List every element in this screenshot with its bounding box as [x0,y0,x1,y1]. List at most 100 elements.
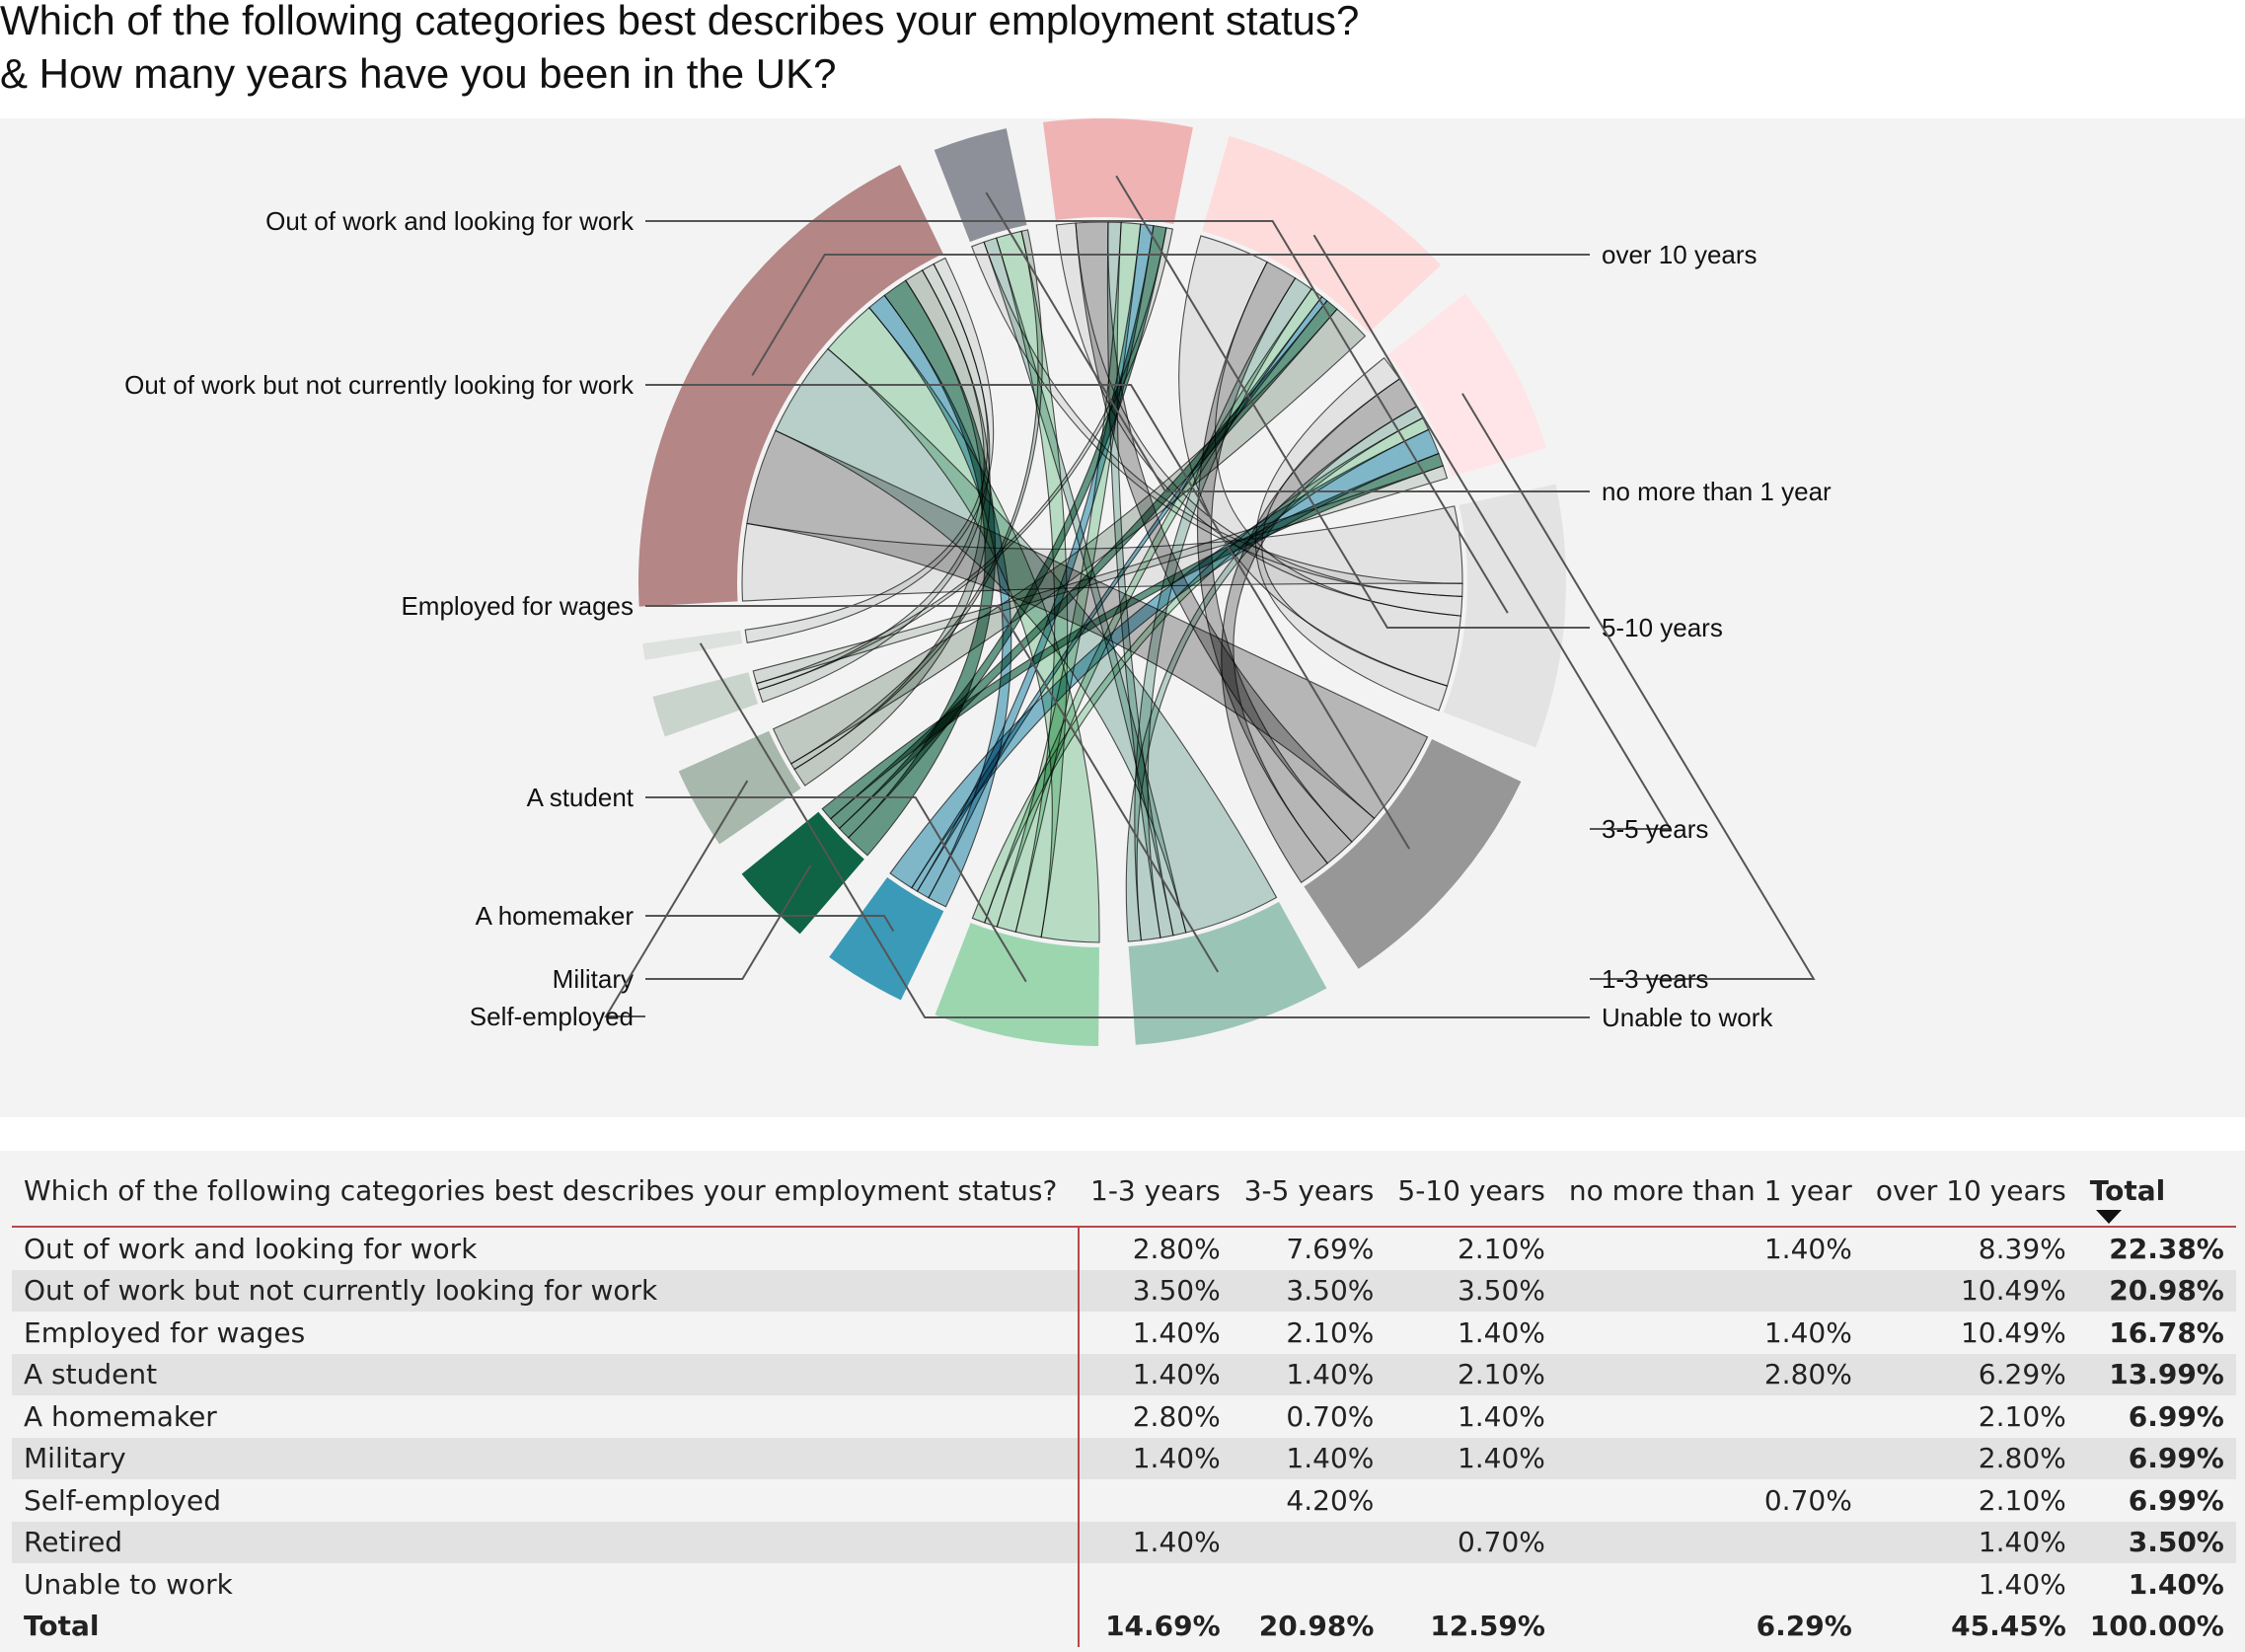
table-cell: 6.29% [1863,1353,2078,1395]
table-row: Military 1.40% 1.40% 1.40% 2.80% 6.99% [12,1437,2236,1479]
row-label: Employed for wages [12,1312,1080,1354]
leader-line-military [645,864,812,980]
chord-self-employed-to-3-5-years [772,308,1367,765]
title-line-2: & How many years have you been in the UK… [0,50,837,97]
table-cell: 10.49% [1863,1269,2078,1312]
table-cell [1556,1437,1864,1479]
table-cell [1232,1521,1386,1563]
total-row-label: Total [12,1605,1080,1647]
table-cell: 1.40% [1385,1437,1557,1479]
header-col-over-10-years[interactable]: over 10 years [1863,1151,2078,1228]
table-row: A homemaker 2.80% 0.70% 1.40% 2.10% 6.99… [12,1395,2236,1438]
arc-retired [652,672,759,737]
leader-line-self-employed [604,780,749,1017]
table-row: Employed for wages 1.40% 2.10% 1.40% 1.4… [12,1312,2236,1354]
table-cell [1556,1269,1864,1312]
label-a-homemaker: A homemaker [476,901,635,931]
label-over-10-years: over 10 years [1602,240,1758,269]
table-cell: 1.40% [1079,1312,1233,1354]
arc-3-5-years [1202,135,1442,334]
table-cell: 1.40% [1863,1563,2078,1606]
table-row: Out of work and looking for work 2.80% 7… [12,1227,2236,1270]
label-no-more-than-1-year: no more than 1 year [1602,477,1832,506]
table-cell: 1.40% [1556,1312,1864,1354]
sort-descending-icon[interactable] [2095,1210,2122,1224]
total-cell: 14.69% [1079,1605,1233,1647]
arc-employed-for-wages [1128,901,1327,1045]
chart-title: Which of the following categories best d… [0,0,2245,101]
chord-ribbons [741,221,1463,943]
table-cell: 0.70% [1232,1395,1386,1438]
title-line-1: Which of the following categories best d… [0,0,1360,43]
leader-line-a-student [645,796,1027,983]
label-1-3-years: 1-3 years [1602,964,1708,994]
arc-5-10-years [1042,118,1193,225]
table-cell: 1.40% [1385,1312,1557,1354]
header-col-5-10-years[interactable]: 5-10 years [1385,1151,1557,1228]
header-col-3-5-years[interactable]: 3-5 years [1232,1151,1386,1228]
table-cell: 2.80% [1863,1437,2078,1479]
chord-chart-panel: Out of work and looking for work Out of w… [0,118,2245,1117]
row-total-cell: 22.38% [2077,1227,2236,1270]
table-cell [1385,1563,1557,1606]
table-cell: 1.40% [1079,1521,1233,1563]
table-cell: 2.10% [1863,1479,2078,1522]
table-cell [1556,1395,1864,1438]
table-total-row: Total 14.69% 20.98% 12.59% 6.29% 45.45% … [12,1605,2236,1647]
leader-line-no-more-than-1-year [985,191,1590,492]
row-label: Unable to work [12,1563,1080,1606]
row-total-cell: 1.40% [2077,1563,2236,1606]
arc-a-student [935,923,1099,1046]
label-out-of-work-but-not-currently-looking-for-work: Out of work but not currently looking fo… [124,370,635,400]
label-5-10-years: 5-10 years [1602,613,1723,642]
crosstab-panel: Which of the following categories best d… [0,1151,2245,1652]
label-a-student: A student [527,783,635,812]
table-cell [1556,1521,1864,1563]
row-total-cell: 16.78% [2077,1312,2236,1354]
row-label: A homemaker [12,1395,1080,1438]
table-row: Out of work but not currently looking fo… [12,1269,2236,1312]
header-row-label[interactable]: Which of the following categories best d… [12,1151,1079,1228]
row-total-cell: 6.99% [2077,1395,2236,1438]
row-label: Out of work and looking for work [12,1227,1080,1270]
row-label: A student [12,1353,1080,1395]
row-label: Out of work but not currently looking fo… [12,1269,1080,1312]
table-row: Self-employed 4.20% 0.70% 2.10% 6.99% [12,1479,2236,1522]
total-cell: 12.59% [1385,1605,1557,1647]
table-cell [1556,1563,1864,1606]
arc-out-of-work-but-not-currently-looking-for-work [1304,739,1522,969]
table-row: Retired 1.40% 0.70% 1.40% 3.50% [12,1521,2236,1563]
table-cell: 0.70% [1556,1479,1864,1522]
chord-retired-to-1-3-years [752,465,1449,685]
arc-out-of-work-and-looking-for-work [1443,484,1566,748]
header-col-no-more-than-1-year[interactable]: no more than 1 year [1556,1151,1864,1228]
table-cell: 1.40% [1385,1395,1557,1438]
label-military: Military [553,964,634,994]
label-employed-for-wages: Employed for wages [401,591,634,621]
table-cell: 0.70% [1385,1521,1557,1563]
row-label: Military [12,1437,1080,1479]
table-cell: 1.40% [1863,1521,2078,1563]
leader-line-unable-to-work [699,642,1590,1018]
table-cell: 1.40% [1079,1353,1233,1395]
leader-line-3-5-years [1312,234,1673,830]
table-cell: 4.20% [1232,1479,1386,1522]
arc-1-3-years [1387,293,1546,478]
table-cell: 1.40% [1079,1437,1233,1479]
arc-unable-to-work [642,630,743,660]
table-cell: 2.10% [1863,1395,2078,1438]
row-total-cell: 6.99% [2077,1437,2236,1479]
leader-line-employed-for-wages [645,605,1220,973]
table-cell: 10.49% [1863,1312,2078,1354]
leader-line-over-10-years [751,254,1590,376]
leader-line-5-10-years [1115,175,1590,629]
chord-out-of-work-and-looking-for-work-to-1-3-years [1255,356,1449,712]
arc-military [741,811,864,935]
table-cell: 3.50% [1385,1269,1557,1312]
table-cell: 3.50% [1079,1269,1233,1312]
header-col-total[interactable]: Total [2077,1151,2236,1228]
header-col-1-3-years[interactable]: 1-3 years [1079,1151,1233,1228]
label-3-5-years: 3-5 years [1602,814,1708,844]
row-label: Self-employed [12,1479,1080,1522]
table-cell: 2.10% [1385,1353,1557,1395]
